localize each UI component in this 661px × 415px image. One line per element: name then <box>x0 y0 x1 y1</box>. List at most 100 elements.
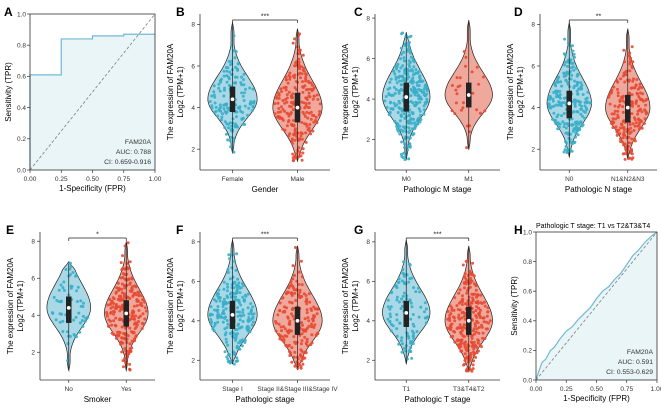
data-point <box>281 108 285 111</box>
data-point <box>286 81 290 85</box>
data-point <box>239 286 243 290</box>
data-point <box>401 31 405 35</box>
data-point <box>219 109 223 113</box>
data-point <box>405 331 409 335</box>
data-point <box>213 101 217 105</box>
data-point <box>136 290 140 294</box>
y-tick-label: 1.0 <box>523 229 532 236</box>
data-point <box>616 109 620 113</box>
data-point <box>395 65 399 69</box>
data-point <box>217 82 221 86</box>
data-point <box>299 76 302 80</box>
data-point <box>226 138 230 142</box>
data-point <box>471 91 475 95</box>
data-point <box>452 308 456 312</box>
data-point <box>231 117 235 121</box>
data-point <box>292 102 296 106</box>
data-point <box>293 274 296 277</box>
data-point <box>585 96 589 100</box>
data-point <box>411 117 415 121</box>
data-point <box>475 327 479 331</box>
data-point <box>554 103 558 107</box>
data-point <box>618 132 622 136</box>
y-axis-label-line1: The expression of FAM20A <box>166 257 175 354</box>
data-point <box>112 319 116 323</box>
data-point <box>285 334 289 338</box>
data-point <box>614 117 618 121</box>
roc-reference-diagonal <box>535 231 658 381</box>
data-point <box>456 343 460 347</box>
data-point <box>410 81 414 85</box>
data-point <box>457 313 461 317</box>
data-point <box>575 120 579 124</box>
data-point <box>630 93 634 97</box>
data-point <box>310 89 314 93</box>
data-point <box>627 91 631 95</box>
data-point <box>386 317 390 321</box>
data-point <box>305 308 309 312</box>
y-tick-label: 4 <box>366 318 370 325</box>
data-point <box>237 341 241 345</box>
data-point <box>394 284 398 288</box>
data-point <box>618 140 622 143</box>
data-point <box>236 324 240 327</box>
data-point <box>229 145 233 149</box>
data-point <box>480 325 484 329</box>
data-point <box>396 111 400 114</box>
data-point <box>454 88 458 92</box>
x-tick-label: 1.00 <box>149 176 162 183</box>
data-point <box>210 94 214 98</box>
data-point <box>616 94 620 98</box>
data-point <box>463 317 467 321</box>
data-point <box>308 129 312 133</box>
y-tick-label: 6 <box>191 279 195 286</box>
data-point <box>397 69 401 73</box>
data-point <box>422 112 426 116</box>
data-point <box>282 340 286 344</box>
significance-label: *** <box>261 14 269 21</box>
data-point <box>300 275 304 279</box>
data-point <box>235 344 239 348</box>
data-point <box>402 112 406 116</box>
y-tick-label: 0.8 <box>523 259 532 266</box>
data-point <box>412 286 416 290</box>
data-point <box>304 351 308 355</box>
data-point <box>287 331 291 335</box>
x-axis-label: Smoker <box>84 395 112 404</box>
data-point <box>288 71 292 75</box>
panel-label-f: F <box>176 223 183 237</box>
data-point <box>303 317 307 321</box>
data-point <box>123 347 127 350</box>
data-point <box>297 48 301 52</box>
y-tick-label: 4 <box>366 96 370 103</box>
data-point <box>398 119 402 123</box>
data-point <box>483 109 487 113</box>
data-point <box>470 334 474 338</box>
data-point <box>246 306 250 310</box>
data-point <box>551 99 555 103</box>
data-point <box>74 315 78 319</box>
data-point <box>411 57 415 61</box>
data-point <box>449 335 453 339</box>
data-point <box>613 109 617 113</box>
data-point <box>571 123 575 127</box>
data-point <box>573 98 576 102</box>
data-point <box>408 350 412 353</box>
data-point <box>388 307 392 311</box>
data-point <box>107 324 110 328</box>
data-point <box>556 103 560 107</box>
data-point <box>307 91 311 95</box>
data-point <box>471 310 475 314</box>
data-point <box>115 286 119 290</box>
data-point <box>219 80 223 84</box>
data-point <box>312 305 316 309</box>
data-point <box>299 154 303 158</box>
data-point <box>564 126 568 130</box>
data-point <box>277 92 281 96</box>
data-point <box>465 368 469 372</box>
data-point <box>389 77 393 81</box>
data-point <box>226 268 230 272</box>
data-point <box>231 275 235 279</box>
data-point <box>625 130 629 134</box>
data-point <box>477 349 480 353</box>
